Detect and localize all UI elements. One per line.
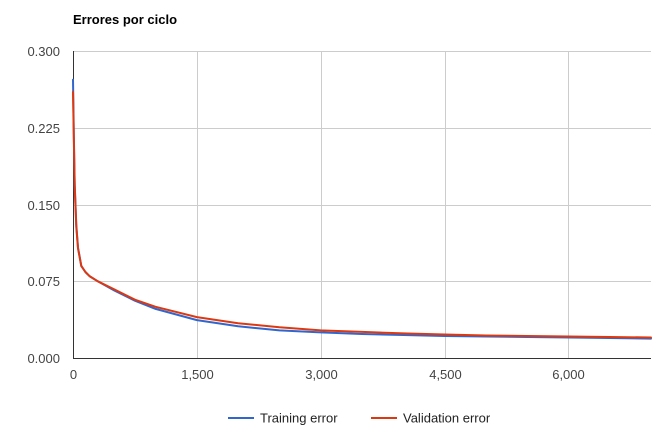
y-tick-label: 0.150	[27, 198, 60, 213]
legend-label: Validation error	[403, 411, 491, 426]
series-line-validation-error	[72, 90, 652, 339]
series-line-training-error	[72, 78, 652, 340]
legend-label: Training error	[260, 411, 338, 426]
y-tick-label: 0.300	[27, 44, 60, 59]
axes: 0.000 0.075 0.150 0.225 0.300 0 1,500 3,000 4,50…	[27, 44, 651, 382]
x-tick-label: 4,500	[429, 367, 462, 382]
legend: Training error Validation error	[228, 411, 491, 426]
x-tick-label: 1,500	[181, 367, 214, 382]
y-tick-label: 0.000	[27, 351, 60, 366]
x-tick-label: 6,000	[552, 367, 585, 382]
series-lines	[72, 78, 652, 340]
x-tick-label: 3,000	[305, 367, 338, 382]
gridlines	[73, 51, 651, 358]
chart-title: Errores por ciclo	[73, 12, 177, 27]
x-tick-label: 0	[70, 367, 77, 382]
y-tick-label: 0.075	[27, 274, 60, 289]
y-tick-label: 0.225	[27, 121, 60, 136]
